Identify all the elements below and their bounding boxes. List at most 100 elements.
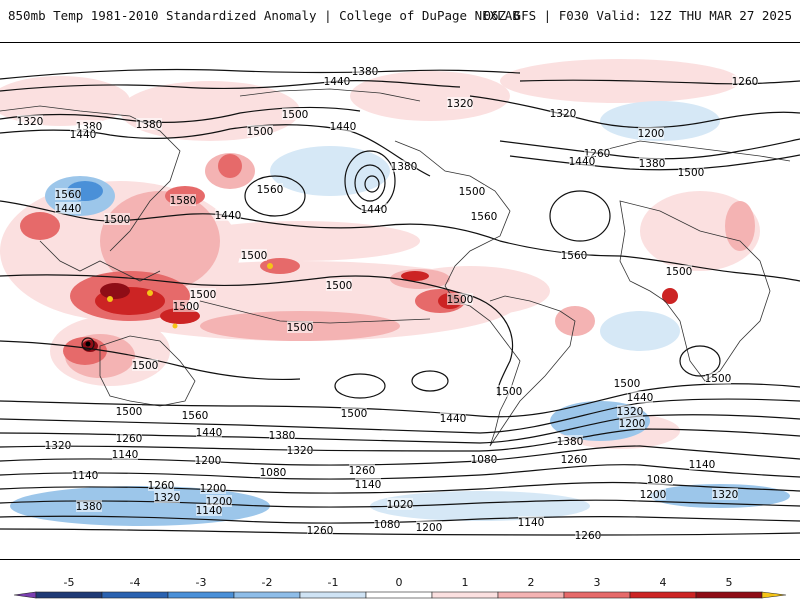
contour-label: 1560 bbox=[257, 184, 284, 196]
contour-label: 1580 bbox=[170, 195, 197, 207]
contour-label: 1260 bbox=[148, 480, 175, 492]
model-run-info: 06Z GFS | F030 Valid: 12Z THU MAR 27 202… bbox=[483, 8, 792, 23]
contour-label: 1500 bbox=[459, 186, 486, 198]
contour-label: 1260 bbox=[575, 530, 602, 542]
warm-anomaly-region bbox=[662, 288, 678, 304]
contour-label: 1380 bbox=[76, 501, 103, 513]
contour-label-bg bbox=[154, 491, 180, 503]
contour-line bbox=[0, 414, 800, 444]
contour-label-bg bbox=[619, 417, 645, 429]
contour-label: 1560 bbox=[182, 410, 209, 422]
colorbar-swatch bbox=[233, 591, 301, 599]
colorbar-swatch bbox=[497, 591, 565, 599]
colorbar-swatch bbox=[167, 591, 235, 599]
contour-label-bg bbox=[215, 209, 241, 221]
contour-label-bg bbox=[575, 529, 601, 541]
warm-anomaly-region bbox=[401, 271, 429, 281]
contour-line bbox=[0, 528, 800, 536]
cold-anomaly-region bbox=[600, 101, 720, 141]
contour-line bbox=[679, 345, 721, 377]
contour-line bbox=[354, 164, 386, 202]
contour-label-bg bbox=[352, 65, 378, 77]
contour-line bbox=[411, 370, 449, 392]
colorbar-tick-label: 2 bbox=[528, 576, 535, 589]
contour-label: 1440 bbox=[196, 427, 223, 439]
contour-label-bg bbox=[459, 185, 485, 197]
contour-label-bg bbox=[550, 107, 576, 119]
warm-anomaly-region bbox=[350, 71, 510, 121]
contour-label-bg bbox=[518, 516, 544, 528]
contour-label-bg bbox=[132, 359, 158, 371]
colorbar-tick-label: 5 bbox=[726, 576, 733, 589]
contour-label: 1260 bbox=[732, 76, 759, 88]
contour-label: 1560 bbox=[55, 189, 82, 201]
coastline bbox=[469, 295, 576, 447]
contour-label-bg bbox=[112, 448, 138, 460]
contour-label: 1320 bbox=[45, 440, 72, 452]
contour-label-bg bbox=[241, 249, 267, 261]
contour-label-bg bbox=[361, 203, 387, 215]
contour-label-bg bbox=[287, 321, 313, 333]
contour-label: 1380 bbox=[269, 430, 296, 442]
contour-label: 1500 bbox=[247, 126, 274, 138]
contour-label-bg bbox=[17, 115, 43, 127]
extreme-anomaly-spot bbox=[267, 263, 273, 269]
contour-label-bg bbox=[374, 518, 400, 530]
contour-label: 1200 bbox=[619, 418, 646, 430]
contour-line bbox=[0, 340, 301, 381]
contour-label-bg bbox=[447, 97, 473, 109]
contour-label: 1440 bbox=[361, 204, 388, 216]
contour-label: 1320 bbox=[617, 406, 644, 418]
warm-anomaly-region bbox=[260, 258, 300, 274]
contour-label: 1500 bbox=[190, 289, 217, 301]
colorbar: -5 -4 -3 -2 -1 0 1 2 3 4 5 bbox=[13, 576, 787, 599]
contour-label: 1080 bbox=[260, 467, 287, 479]
contour-label: 1080 bbox=[471, 454, 498, 466]
contour-label-bg bbox=[282, 108, 308, 120]
contour-label-bg bbox=[148, 479, 174, 491]
contour-label: 1380 bbox=[352, 66, 379, 78]
contour-label: 1500 bbox=[326, 280, 353, 292]
contour-line bbox=[619, 255, 800, 282]
contour-line bbox=[364, 175, 380, 193]
coastlines bbox=[0, 88, 791, 447]
contour-label: 1440 bbox=[627, 392, 654, 404]
contour-label: 1200 bbox=[200, 483, 227, 495]
map-title: 850mb Temp 1981-2010 Standardized Anomal… bbox=[8, 8, 520, 23]
contour-label: 1200 bbox=[640, 489, 667, 501]
contour-label-bg bbox=[260, 466, 286, 478]
contour-line bbox=[334, 373, 386, 399]
contour-label-bg bbox=[349, 464, 375, 476]
colorbar-tick-label: 3 bbox=[594, 576, 601, 589]
contour-label-bg bbox=[638, 127, 664, 139]
contour-line bbox=[0, 80, 461, 92]
contour-label-bg bbox=[70, 128, 96, 140]
contour-label: 1020 bbox=[387, 499, 414, 511]
contour-label-bg bbox=[705, 372, 731, 384]
contour-label: 1080 bbox=[647, 474, 674, 486]
contour-label-bg bbox=[45, 439, 71, 451]
colorbar-ticks: -5 -4 -3 -2 -1 0 1 2 3 4 5 bbox=[64, 576, 733, 589]
contour-label: 1260 bbox=[116, 433, 143, 445]
contour-label-bg bbox=[471, 210, 497, 222]
contour-label-bg bbox=[712, 488, 738, 500]
contour-label: 1320 bbox=[447, 98, 474, 110]
contour-label: 1200 bbox=[638, 128, 665, 140]
contour-line bbox=[549, 190, 611, 242]
contour-label: 1500 bbox=[705, 373, 732, 385]
contour-label-bg bbox=[561, 249, 587, 261]
contour-label: 1140 bbox=[196, 505, 223, 517]
contour-label-bg bbox=[647, 473, 673, 485]
contour-label-bg bbox=[269, 429, 295, 441]
warm-anomaly-region bbox=[100, 283, 130, 299]
anomaly-map: 1380 1440 1260 1320 1320 1500 1320 1380 1380 1440… bbox=[0, 42, 800, 560]
extreme-anomaly-spot bbox=[107, 296, 113, 302]
extreme-anomaly-spot bbox=[147, 290, 153, 296]
contour-line bbox=[0, 515, 800, 524]
contour-label-bg bbox=[639, 157, 665, 169]
colorbar-tick-label: 0 bbox=[396, 576, 403, 589]
contour-line bbox=[244, 175, 306, 217]
contour-label-bg bbox=[732, 75, 758, 87]
contour-line bbox=[0, 274, 461, 294]
contour-label-bg bbox=[104, 213, 130, 225]
